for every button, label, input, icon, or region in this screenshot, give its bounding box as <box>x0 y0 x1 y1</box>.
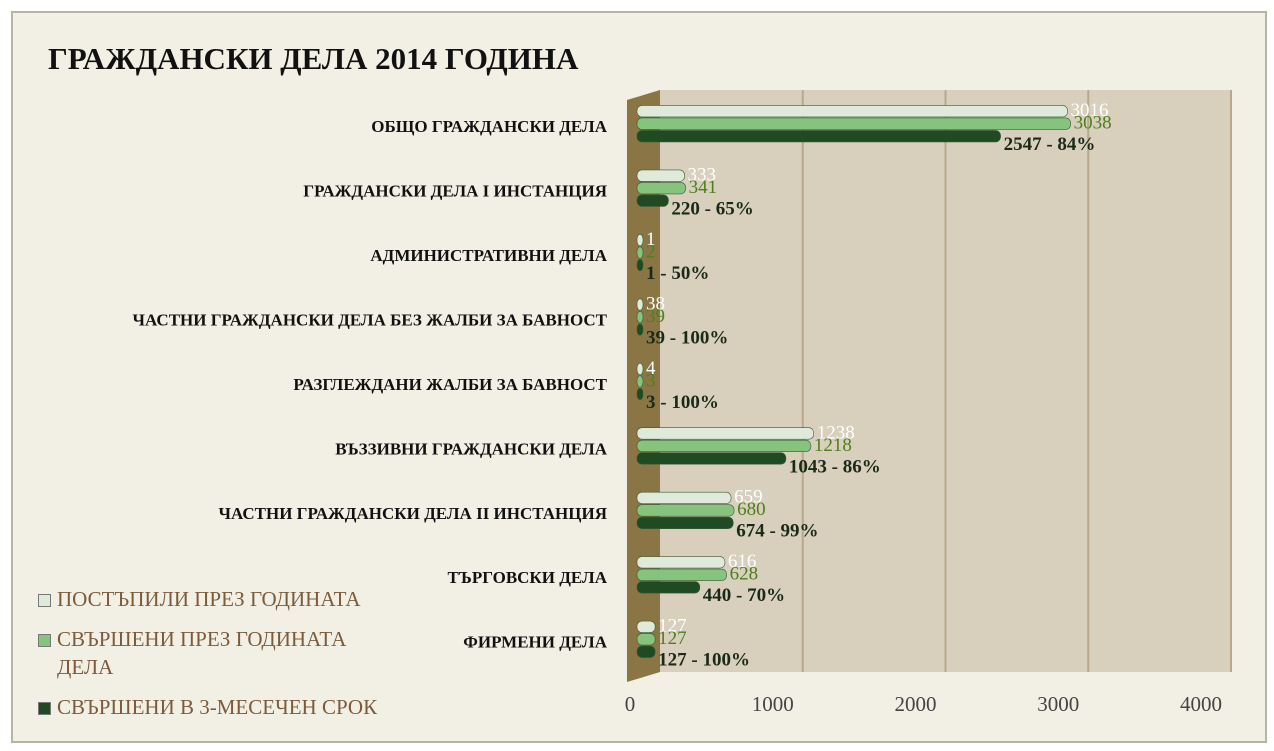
legend-label: СВЪРШЕНИ ПРЕЗ ГОДИНАТА ДЕЛА <box>57 627 347 679</box>
legend-swatch <box>38 702 51 715</box>
bar <box>636 362 644 376</box>
data-label: 3016 <box>1071 100 1109 121</box>
bar <box>636 130 1001 143</box>
bar <box>636 568 727 581</box>
bar <box>636 117 1071 130</box>
x-tick-label: 1000 <box>752 692 794 716</box>
data-label: 616 <box>728 551 757 572</box>
bar <box>636 516 734 529</box>
legend-item: СВЪРШЕНИ ПРЕЗ ГОДИНАТА ДЕЛА <box>38 625 398 681</box>
data-label: 3 - 100% <box>646 392 719 413</box>
legend-label: СВЪРШЕНИ В 3-МЕСЕЧЕН СРОК <box>57 695 378 719</box>
data-label: 341 <box>689 177 718 198</box>
data-label: 3038 <box>1074 113 1112 134</box>
data-label: 680 <box>737 499 766 520</box>
data-label: 1 <box>646 229 656 250</box>
bar <box>636 645 656 658</box>
y-tick-label: ГРАЖДАНСКИ ДЕЛА I ИНСТАНЦИЯ <box>303 182 607 201</box>
bar <box>636 633 656 646</box>
data-label: 1238 <box>817 422 855 443</box>
bar <box>636 427 815 440</box>
bar <box>636 298 644 311</box>
bar <box>636 620 656 633</box>
bar <box>636 387 644 401</box>
y-tick-label: РАЗГЛЕЖДАНИ ЖАЛБИ ЗА БАВНОСТ <box>293 375 607 394</box>
data-label: 628 <box>730 564 759 585</box>
data-label: 220 - 65% <box>671 199 753 220</box>
data-label: 38 <box>646 293 665 314</box>
bar <box>636 234 644 247</box>
data-label: 1 - 50% <box>646 263 709 284</box>
data-label: 4 <box>646 358 656 379</box>
bar <box>636 169 685 182</box>
data-label: 333 <box>688 165 717 186</box>
x-tick-label: 0 <box>625 692 636 716</box>
y-tick-label: АДМИНИСТРАТИВНИ ДЕЛА <box>370 246 607 265</box>
data-label: 674 - 99% <box>736 521 818 542</box>
data-label: 2 <box>646 241 656 262</box>
bar <box>636 323 644 336</box>
y-tick-label: ФИРМЕНИ ДЕЛА <box>463 633 607 652</box>
plot-side <box>627 90 660 682</box>
bar <box>636 504 735 517</box>
data-label: 127 <box>658 628 687 649</box>
bar <box>636 259 644 272</box>
legend-swatch <box>38 634 51 647</box>
y-tick-label: ОБЩО ГРАЖДАНСКИ ДЕЛА <box>371 117 607 136</box>
bar <box>636 556 726 569</box>
data-label: 1043 - 86% <box>789 456 881 477</box>
x-tick-label: 3000 <box>1037 692 1079 716</box>
bar <box>636 182 686 195</box>
x-tick-label: 2000 <box>895 692 937 716</box>
y-tick-label: ВЪЗЗИВНИ ГРАЖДАНСКИ ДЕЛА <box>335 439 608 458</box>
data-label: 39 <box>646 306 665 327</box>
data-label: 2547 - 84% <box>1004 134 1096 155</box>
bar <box>636 105 1068 118</box>
x-tick-label: 4000 <box>1180 692 1222 716</box>
data-label: 39 - 100% <box>646 327 728 348</box>
data-label: 127 <box>658 616 687 637</box>
bar <box>636 246 644 259</box>
y-tick-label: ЧАСТНИ ГРАЖДАНСКИ ДЕЛА БЕЗ ЖАЛБИ ЗА БАВН… <box>133 310 608 329</box>
bar <box>636 491 732 504</box>
legend: ПОСТЪПИЛИ ПРЕЗ ГОДИНАТА СВЪРШЕНИ ПРЕЗ ГОД… <box>38 585 398 733</box>
bar <box>636 452 787 465</box>
bar <box>636 194 669 207</box>
y-tick-label: ЧАСТНИ ГРАЖДАНСКИ ДЕЛА II ИНСТАНЦИЯ <box>218 504 607 523</box>
bar <box>636 311 644 324</box>
data-label: 440 - 70% <box>703 585 785 606</box>
data-label: 1218 <box>814 435 852 456</box>
legend-swatch <box>38 594 51 607</box>
bar <box>636 375 644 388</box>
chart-title: ГРАЖДАНСКИ ДЕЛА 2014 ГОДИНА <box>48 41 579 76</box>
data-label: 659 <box>734 487 763 508</box>
legend-item: СВЪРШЕНИ В 3-МЕСЕЧЕН СРОК <box>38 693 398 721</box>
y-tick-label: ТЪРГОВСКИ ДЕЛА <box>447 568 607 587</box>
data-label: 127 - 100% <box>658 650 750 671</box>
legend-item: ПОСТЪПИЛИ ПРЕЗ ГОДИНАТА <box>38 585 398 613</box>
bar <box>636 581 701 594</box>
legend-label: ПОСТЪПИЛИ ПРЕЗ ГОДИНАТА <box>57 587 361 611</box>
bar <box>636 439 812 452</box>
data-label: 3 <box>646 370 656 391</box>
